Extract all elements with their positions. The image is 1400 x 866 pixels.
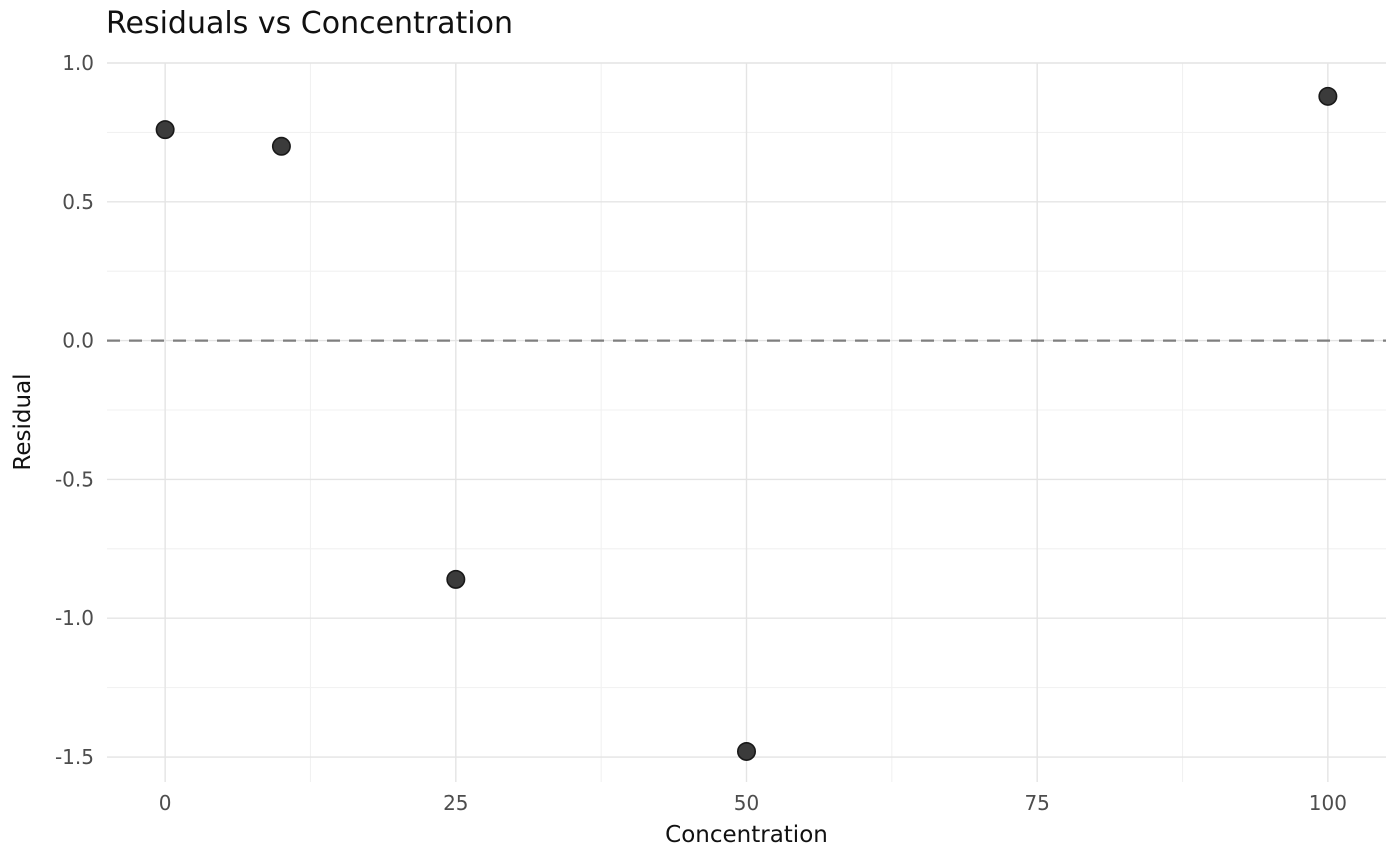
y-tick-label: -0.5 [55, 467, 94, 491]
x-tick-label: 0 [159, 791, 172, 815]
data-point [155, 120, 175, 140]
y-tick-label: -1.0 [55, 606, 94, 630]
x-tick-label: 25 [443, 791, 468, 815]
y-axis-label: Residual [10, 373, 36, 471]
x-axis-label: Concentration [665, 822, 828, 848]
y-tick-label: 0.5 [62, 190, 94, 214]
x-tick-label: 100 [1309, 791, 1347, 815]
data-point [1318, 86, 1338, 106]
y-tick-label: 1.0 [62, 51, 94, 75]
x-tick-label: 75 [1024, 791, 1049, 815]
data-point [446, 569, 466, 589]
y-tick-label: -1.5 [55, 745, 94, 769]
data-point [736, 741, 756, 761]
chart-title: Residuals vs Concentration [106, 6, 514, 41]
x-tick-label: 50 [734, 791, 759, 815]
data-point [271, 136, 291, 156]
y-tick-label: 0.0 [62, 329, 94, 353]
